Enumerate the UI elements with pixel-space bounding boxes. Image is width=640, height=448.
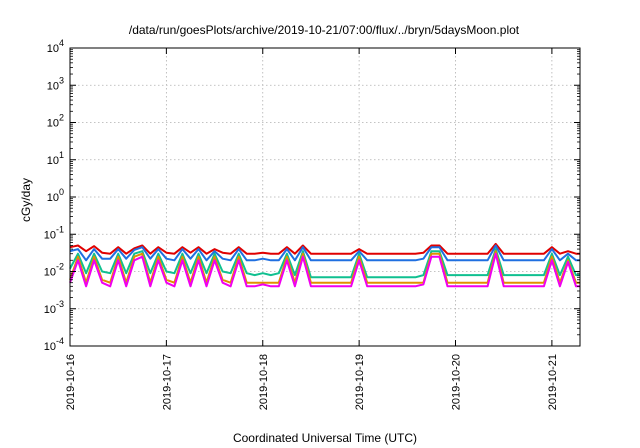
y-tick-label: 103 (47, 75, 64, 92)
series-line-5 (69, 252, 580, 288)
y-tick-label: 10-2 (44, 262, 64, 279)
x-tick-label: 2019-10-17 (161, 354, 173, 410)
y-tick-label: 102 (47, 113, 64, 130)
y-axis-label: cGy/day (19, 178, 33, 222)
y-tick-label: 10-4 (44, 336, 64, 353)
y-tick-label: 104 (47, 38, 64, 55)
x-tick-label: 2019-10-19 (354, 354, 366, 410)
chart-title: /data/run/goesPlots/archive/2019-10-21/0… (129, 23, 520, 37)
series-group (69, 242, 580, 288)
series-line-2 (69, 244, 580, 262)
x-axis-label: Coordinated Universal Time (UTC) (233, 431, 417, 445)
x-tick-label: 2019-10-18 (258, 354, 270, 410)
y-tick-label: 100 (47, 187, 64, 204)
grid (70, 48, 580, 346)
x-tick-label: 2019-10-21 (547, 354, 559, 410)
y-tick-label: 10-1 (44, 224, 64, 241)
y-tick-label: 10-3 (44, 299, 64, 316)
x-tick-label: 2019-10-16 (65, 354, 77, 410)
x-tick-label: 2019-10-20 (451, 354, 463, 410)
series-line-1 (69, 242, 580, 255)
axis-ticks: 10-4 10-3 10-2 10-1 100 101 102 103 104 2019-10-1… (44, 38, 580, 410)
y-tick-label: 101 (47, 150, 64, 167)
